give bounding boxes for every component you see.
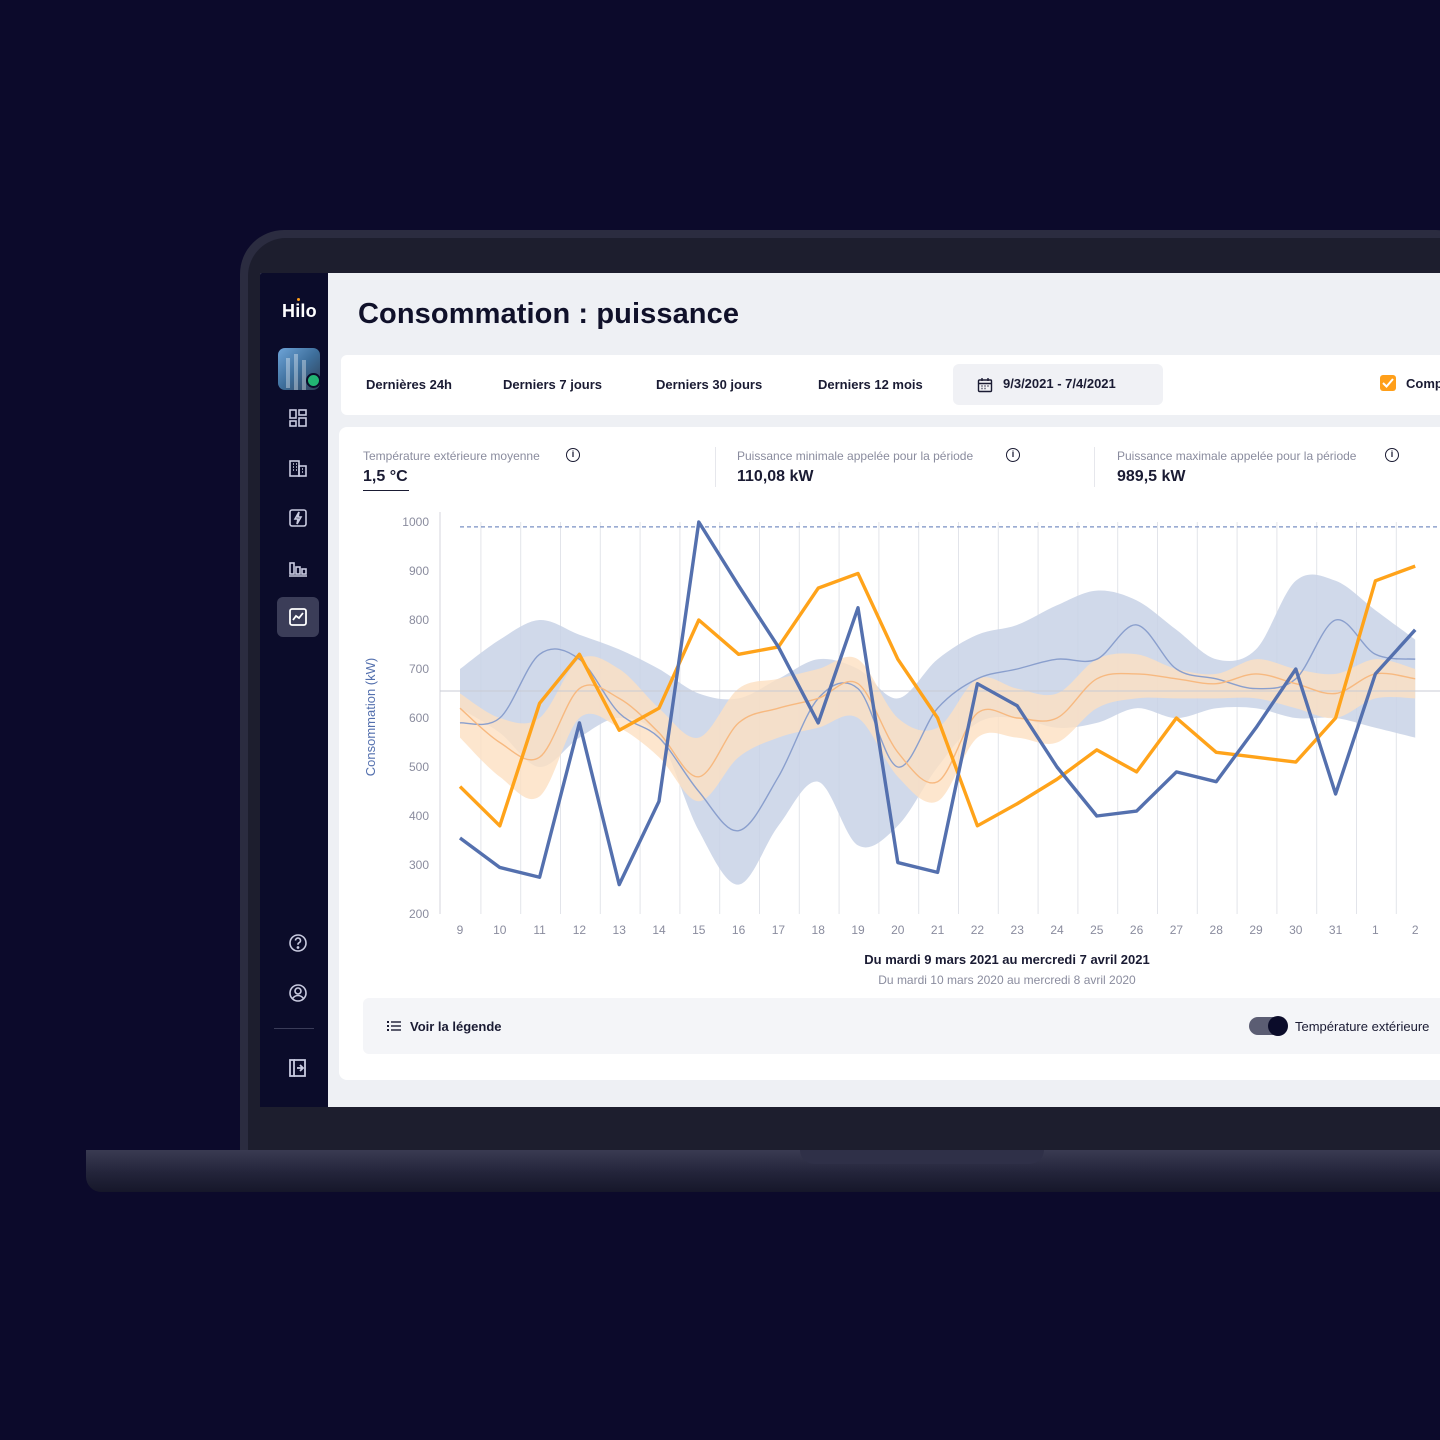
x-tick-label: 31 bbox=[1329, 923, 1343, 937]
stat-underline bbox=[363, 490, 409, 491]
stat-value-avg-temp: 1,5 °C bbox=[363, 468, 408, 485]
help-icon bbox=[289, 934, 307, 952]
filter-last-30-days[interactable]: Derniers 30 jours bbox=[656, 377, 763, 392]
sidebar-item-reports[interactable] bbox=[277, 548, 319, 588]
x-tick-label: 27 bbox=[1170, 923, 1184, 937]
date-range-picker[interactable]: 9/3/2021 - 7/4/2021 bbox=[953, 364, 1163, 405]
period-subtitle: Du mardi 9 mars 2021 au mercredi 7 avril… bbox=[864, 952, 1149, 967]
x-tick-label: 15 bbox=[692, 923, 706, 937]
page-title: Consommation : puissance bbox=[358, 298, 740, 330]
trend-chart-icon bbox=[289, 608, 307, 626]
stat-divider bbox=[1094, 447, 1095, 487]
sidebar-item-help[interactable] bbox=[277, 923, 319, 963]
temperature-toggle[interactable] bbox=[1249, 1016, 1288, 1036]
y-tick-label: 900 bbox=[409, 564, 429, 578]
x-tick-label: 19 bbox=[851, 923, 865, 937]
y-tick-label: 1000 bbox=[402, 515, 429, 529]
logo-dot bbox=[297, 298, 300, 301]
stat-value-min-power: 110,08 kW bbox=[737, 468, 814, 485]
logout-icon bbox=[289, 1059, 306, 1077]
legend-bar: Voir la légende Température extérieure bbox=[363, 998, 1440, 1054]
check-icon bbox=[1382, 378, 1394, 388]
x-tick-label: 13 bbox=[613, 923, 627, 937]
laptop-base bbox=[86, 1150, 1440, 1192]
stat-label-min-power: Puissance minimale appelée pour la pério… bbox=[737, 449, 974, 463]
toggle-knob bbox=[1268, 1016, 1288, 1036]
compare-label: Comp bbox=[1406, 376, 1440, 391]
series-line-2 bbox=[459, 619, 1416, 832]
sidebar-item-buildings[interactable] bbox=[277, 448, 319, 488]
account-icon bbox=[289, 984, 307, 1002]
x-tick-label: 16 bbox=[732, 923, 746, 937]
x-tick-label: 9 bbox=[457, 923, 464, 937]
bar-chart-icon bbox=[289, 562, 307, 577]
date-range-value: 9/3/2021 - 7/4/2021 bbox=[1003, 376, 1116, 391]
main-content: Consommation : puissance Dernières 24h D… bbox=[335, 273, 1440, 1107]
sidebar: Hilo bbox=[260, 273, 328, 1107]
list-icon bbox=[387, 1021, 401, 1031]
laptop-notch bbox=[800, 1150, 1044, 1164]
filter-last-7-days[interactable]: Derniers 7 jours bbox=[503, 377, 602, 392]
info-icon[interactable]: i bbox=[566, 448, 580, 462]
stat-divider bbox=[715, 447, 716, 487]
app-logo[interactable]: Hilo bbox=[282, 301, 317, 321]
series-line-0 bbox=[458, 520, 1417, 887]
x-tick-label: 22 bbox=[971, 923, 985, 937]
x-tick-label: 29 bbox=[1249, 923, 1263, 937]
calendar-icon bbox=[977, 378, 993, 393]
info-icon[interactable]: i bbox=[1006, 448, 1020, 462]
chart-card: Température extérieure moyenne i 1,5 °C … bbox=[339, 427, 1440, 1080]
x-tick-label: 14 bbox=[652, 923, 666, 937]
x-tick-label: 30 bbox=[1289, 923, 1303, 937]
x-tick-label: 21 bbox=[931, 923, 945, 937]
x-tick-label: 10 bbox=[493, 923, 507, 937]
x-tick-label: 26 bbox=[1130, 923, 1144, 937]
series-line-3 bbox=[459, 672, 1416, 784]
y-tick-label: 300 bbox=[409, 858, 429, 872]
x-tick-label: 23 bbox=[1011, 923, 1025, 937]
x-tick-label: 25 bbox=[1090, 923, 1104, 937]
sidebar-item-logout[interactable] bbox=[277, 1048, 319, 1088]
legend-button-label: Voir la légende bbox=[410, 1019, 502, 1034]
x-tick-label: 11 bbox=[533, 923, 546, 937]
temperature-toggle-label: Température extérieure bbox=[1295, 1019, 1430, 1034]
y-tick-label: 200 bbox=[409, 907, 429, 921]
y-tick-label: 600 bbox=[409, 711, 429, 725]
period-filter-bar: Dernières 24h Derniers 7 jours Derniers … bbox=[341, 355, 1440, 415]
stat-label-max-power: Puissance maximale appelée pour la pério… bbox=[1117, 449, 1357, 463]
info-icon[interactable]: i bbox=[1385, 448, 1399, 462]
x-tick-label: 17 bbox=[772, 923, 786, 937]
y-tick-label: 500 bbox=[409, 760, 429, 774]
filter-last-24h[interactable]: Dernières 24h bbox=[366, 377, 452, 392]
y-tick-label: 400 bbox=[409, 809, 429, 823]
app-screen: Hilo bbox=[260, 273, 1440, 1107]
x-tick-label: 20 bbox=[891, 923, 905, 937]
x-tick-label: 12 bbox=[573, 923, 587, 937]
x-tick-label: 2 bbox=[1412, 923, 1419, 937]
buildings-icon bbox=[289, 460, 307, 477]
series-line-1 bbox=[458, 564, 1416, 828]
x-tick-label: 24 bbox=[1050, 923, 1064, 937]
y-axis-label: Consommation (kW) bbox=[363, 658, 378, 776]
compare-checkbox[interactable] bbox=[1380, 375, 1396, 391]
check-badge-icon bbox=[306, 373, 321, 388]
x-tick-label: 1 bbox=[1372, 923, 1379, 937]
power-icon bbox=[289, 509, 307, 527]
stat-value-max-power: 989,5 kW bbox=[1117, 468, 1186, 485]
sidebar-item-account[interactable] bbox=[277, 973, 319, 1013]
dashboard-icon bbox=[289, 409, 307, 427]
x-tick-label: 28 bbox=[1210, 923, 1224, 937]
comparison-period-subtitle: Du mardi 10 mars 2020 au mercredi 8 avri… bbox=[878, 973, 1136, 987]
sidebar-item-dashboard[interactable] bbox=[277, 398, 319, 438]
y-tick-label: 700 bbox=[409, 662, 429, 676]
sidebar-item-consumption[interactable] bbox=[277, 597, 319, 637]
stat-label-avg-temp: Température extérieure moyenne bbox=[363, 449, 540, 463]
x-tick-label: 18 bbox=[812, 923, 826, 937]
sidebar-item-power[interactable] bbox=[277, 498, 319, 538]
y-tick-label: 800 bbox=[409, 613, 429, 627]
filter-last-12-months[interactable]: Derniers 12 mois bbox=[818, 377, 923, 392]
sidebar-divider bbox=[274, 1028, 314, 1029]
